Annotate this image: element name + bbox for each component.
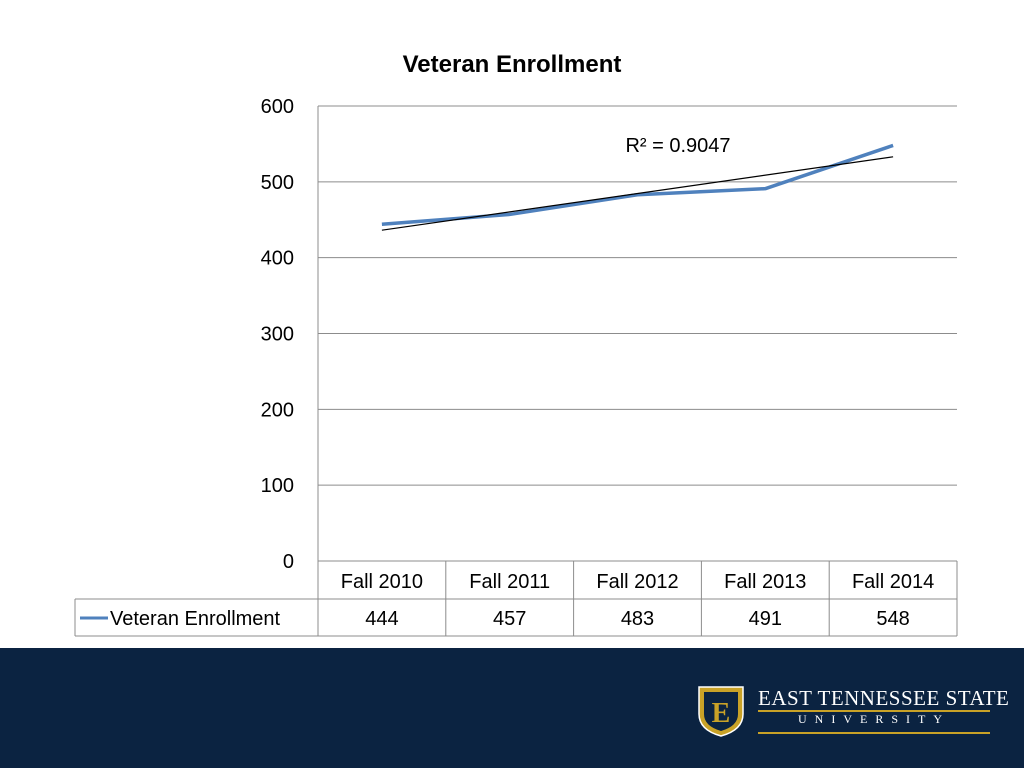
plot-area <box>381 143 894 231</box>
data-table: Fall 2010 444 Fall 2011 457 Fall 2012 483 Fall… <box>74 560 958 637</box>
y-tick-label: 200 <box>261 399 294 421</box>
shield-letter: E <box>712 698 731 729</box>
footer-band <box>0 648 1024 768</box>
x-category-label: Fall 2011 <box>469 571 550 593</box>
legend-label: Veteran Enrollment <box>110 608 281 630</box>
data-table-value: 457 <box>493 608 526 630</box>
x-category-label: Fall 2014 <box>852 571 934 593</box>
x-category-label: Fall 2010 <box>341 571 423 593</box>
y-tick-label: 600 <box>261 96 294 118</box>
logo-line-1: EAST TENNESSEE STATE <box>758 686 1010 710</box>
y-tick-label: 100 <box>261 475 294 497</box>
university-logo: E EAST TENNESSEE STATE UNIVERSITY <box>694 684 1010 740</box>
y-tick-label: 300 <box>261 324 294 346</box>
data-table-value: 444 <box>365 608 398 630</box>
y-axis-labels: 600 500 400 300 200 100 0 <box>261 96 294 573</box>
shield-icon: E <box>698 686 744 737</box>
logo-rule-top <box>758 710 990 712</box>
y-tick-label: 400 <box>261 248 294 270</box>
trendline <box>381 156 894 231</box>
chart-title: Veteran Enrollment <box>403 51 622 78</box>
chart: Veteran Enrollment 600 500 400 300 200 100 0 F… <box>74 51 958 637</box>
data-table-value: 483 <box>621 608 654 630</box>
x-category-label: Fall 2013 <box>724 571 806 593</box>
x-category-label: Fall 2012 <box>596 571 678 593</box>
logo-line-2: UNIVERSITY <box>798 712 950 726</box>
y-tick-label: 0 <box>283 551 294 573</box>
y-tick-label: 500 <box>261 172 294 194</box>
data-table-value: 491 <box>749 608 782 630</box>
r-squared-label: R² = 0.9047 <box>625 135 730 157</box>
data-table-value: 548 <box>876 608 909 630</box>
gridlines <box>317 105 957 561</box>
logo-rule-bottom <box>758 732 990 734</box>
series-line <box>381 143 894 227</box>
